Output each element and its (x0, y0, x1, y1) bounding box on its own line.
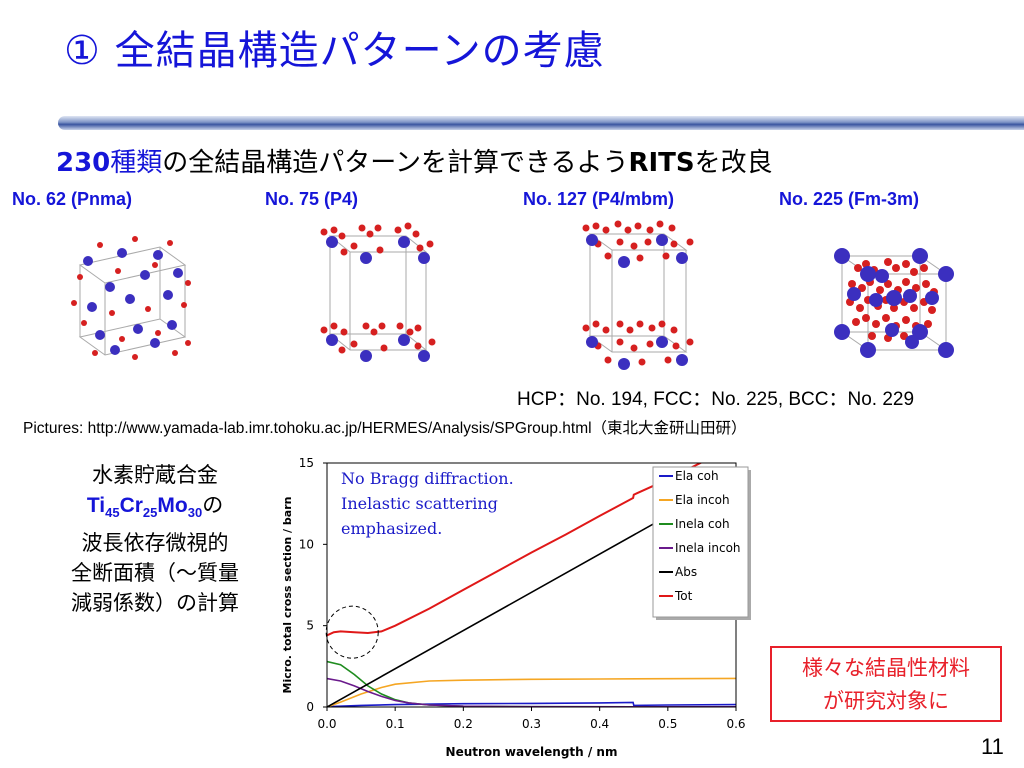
space-group-label-127: No. 127 (P4/mbm) (523, 189, 675, 209)
slide-subtitle: 230種類の全結晶構造パターンを計算できるようRITSを改良 (56, 142, 773, 179)
element-cr: Cr (119, 494, 143, 517)
description-line-1: 水素貯蔵合金 (92, 463, 218, 487)
x-tick-label: 0.2 (454, 717, 473, 731)
space-group-label-225: No. 225 (Fm-3m) (779, 189, 920, 209)
subtitle-kinds: 種類 (110, 148, 163, 178)
description-line-4: 全断面積（～質量 (71, 561, 239, 586)
annotation-line: Inelastic scattering (341, 494, 498, 513)
x-tick-label: 0.3 (522, 717, 541, 731)
y-axis-label: Micro. total cross section / barn (281, 497, 294, 694)
x-axis-label: Neutron wavelength / nm (446, 745, 618, 759)
subtitle-rits: RITS (628, 148, 695, 178)
highlight-circle (325, 605, 379, 659)
pictures-credit: Pictures: http://www.yamada-lab.imr.toho… (23, 420, 747, 437)
lattice-note: HCP：No. 194, FCC：No. 225, BCC：No. 229 (517, 389, 915, 410)
slide-title: ① 全結晶構造パターンの考慮 (64, 28, 605, 74)
materials-line-2: が研究対象に (823, 689, 949, 713)
annotation-line: No Bragg diffraction. (341, 469, 514, 488)
crystal-structure-fm3m (834, 248, 954, 358)
particle-no: の (202, 493, 224, 517)
mo-subscript: 30 (187, 505, 203, 521)
crystal-structure-p4 (320, 222, 436, 362)
legend-box (652, 466, 749, 618)
annotation-line: emphasized. (341, 519, 442, 538)
description-line-3: 波長依存微視的 (81, 531, 229, 556)
space-group-label-62: No. 62 (Pnma) (12, 189, 133, 209)
materials-callout-box: 様々な結晶性材料 が研究対象に (770, 646, 1002, 722)
series-line-ela-coh (327, 701, 736, 707)
series-line-tot (327, 463, 703, 637)
y-tick-label: 10 (299, 537, 314, 551)
x-tick-label: 0.5 (658, 717, 677, 731)
crystal-structure-pnma (71, 236, 191, 360)
description-text: 水素貯蔵合金 Ti45Cr25Mo30の 波長依存微視的 全断面積（～質量 減弱… (40, 460, 270, 618)
legend-label: Abs (675, 565, 697, 579)
legend-label: Ela coh (675, 469, 719, 483)
subtitle-text: の全結晶構造パターンを計算できるよう (162, 148, 629, 178)
title-underline-bar (58, 116, 1024, 130)
y-tick-label: 0 (306, 700, 314, 714)
cr-subscript: 25 (142, 505, 158, 521)
x-tick-label: 0.1 (386, 717, 405, 731)
description-line-5: 減弱係数）の計算 (71, 591, 239, 616)
crystal-structure-p4mbm (582, 220, 694, 370)
element-ti: Ti (86, 494, 106, 517)
alloy-formula: Ti45Cr25Mo30の (40, 490, 270, 528)
y-tick-label: 15 (299, 456, 314, 470)
x-tick-label: 0.0 (317, 717, 336, 731)
x-tick-label: 0.6 (726, 717, 745, 731)
legend-label: Tot (674, 589, 693, 603)
ti-subscript: 45 (105, 505, 120, 521)
page-number: 11 (981, 734, 1004, 759)
subtitle-count: 230 (56, 148, 111, 178)
element-mo: Mo (157, 494, 188, 517)
materials-line-1: 様々な結晶性材料 (802, 656, 970, 680)
legend-label: Ela incoh (675, 493, 730, 507)
series-line-inela-coh (327, 660, 736, 707)
cross-section-chart: 0.0 0.1 0.2 0.3 0.4 0.5 0.6 0 5 10 15 Neutron wavel… (281, 456, 751, 759)
legend-label: Inela coh (675, 517, 730, 531)
series-line-ela-incoh (327, 677, 736, 707)
x-tick-label: 0.4 (590, 717, 609, 731)
series-line-inela-incoh (327, 677, 736, 707)
y-tick-label: 5 (306, 619, 314, 633)
space-group-label-75: No. 75 (P4) (265, 189, 359, 209)
subtitle-text-end: を改良 (694, 148, 773, 178)
legend-label: Inela incoh (675, 541, 741, 555)
